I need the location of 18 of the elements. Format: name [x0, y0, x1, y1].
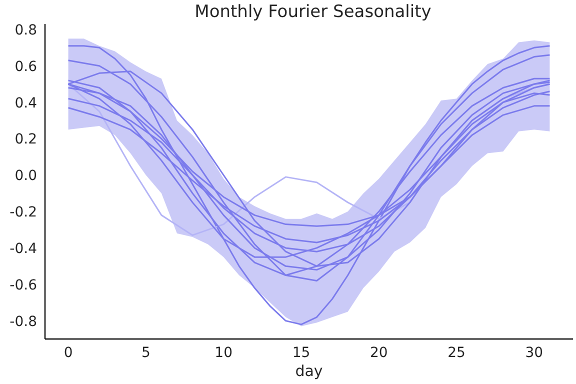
y-tick-label: 0.2 [14, 132, 37, 148]
x-tick-label: 20 [370, 344, 388, 361]
x-tick-label: 30 [525, 344, 544, 361]
y-tick-label: -0.4 [10, 240, 38, 257]
y-tick-label: 0.8 [14, 22, 37, 38]
x-axis-title: day [295, 362, 323, 380]
x-tick-label: 5 [141, 344, 150, 361]
y-tick-label: -0.6 [10, 277, 38, 294]
y-tick-label: -0.8 [10, 314, 37, 330]
y-tick-label: 0.4 [14, 95, 38, 112]
x-tick-label: 25 [448, 344, 466, 361]
x-tick-label: 0 [64, 344, 73, 361]
y-tick-label: -0.2 [10, 204, 37, 221]
x-tick-label: 10 [214, 344, 232, 361]
y-tick-label: 0.0 [14, 168, 37, 184]
y-tick-label: 0.6 [14, 58, 38, 75]
chart-title: Monthly Fourier Seasonality [194, 2, 432, 22]
x-tick-label: 15 [292, 344, 310, 361]
